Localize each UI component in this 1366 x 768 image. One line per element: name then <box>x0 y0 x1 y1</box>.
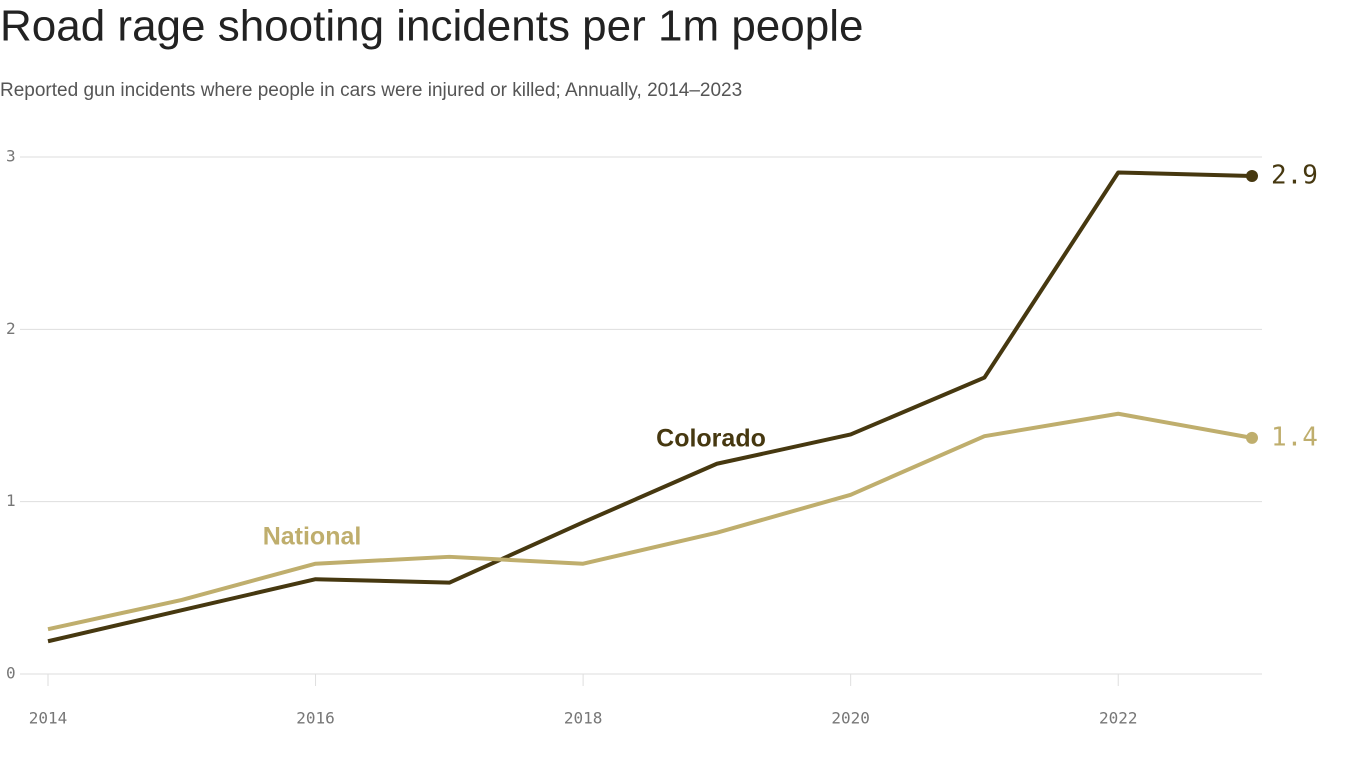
series-line <box>47 411 1253 632</box>
x-tick-label: 2018 <box>564 709 603 728</box>
chart-subtitle: Reported gun incidents where people in c… <box>0 80 742 101</box>
y-tick-label: 3 <box>6 147 16 166</box>
y-tick-label: 1 <box>6 491 16 510</box>
chart-title: Road rage shooting incidents per 1m peop… <box>0 2 863 51</box>
y-tick-label: 0 <box>6 664 16 683</box>
end-dot <box>1246 431 1258 444</box>
x-tick-label: 2020 <box>831 709 870 728</box>
x-tick-label: 2022 <box>1099 709 1138 728</box>
value-label: 2.9 <box>1271 160 1318 190</box>
series-label: Colorado <box>656 425 766 453</box>
value-label: 1.4 <box>1271 422 1318 452</box>
end-dot <box>1246 169 1258 182</box>
y-tick-label: 2 <box>6 319 16 338</box>
x-tick-label: 2016 <box>296 709 335 728</box>
x-tick-label: 2014 <box>29 709 68 728</box>
series-line <box>47 170 1253 644</box>
series-label: National <box>263 523 362 551</box>
